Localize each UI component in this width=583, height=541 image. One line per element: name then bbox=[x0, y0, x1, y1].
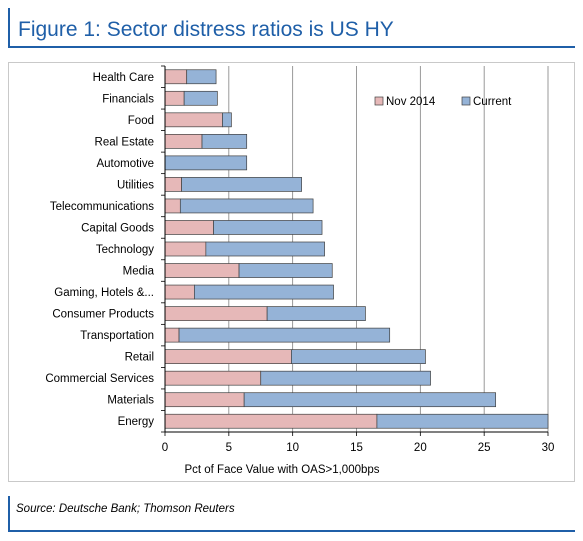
bar-nov2014 bbox=[164, 306, 268, 321]
bar-nov2014 bbox=[164, 263, 240, 278]
x-tick-label: 30 bbox=[542, 442, 555, 454]
bar-current bbox=[266, 306, 366, 321]
bar-current bbox=[183, 90, 218, 106]
bar-current bbox=[291, 349, 426, 364]
bar-current bbox=[201, 134, 248, 149]
bar-nov2014 bbox=[164, 284, 195, 300]
category-label: Utilities bbox=[117, 179, 154, 191]
source-panel: Source: Deutsche Bank; Thomson Reuters bbox=[8, 496, 575, 532]
x-axis-label: Pct of Face Value with OAS>1,000bps bbox=[184, 464, 379, 476]
bar-nov2014 bbox=[164, 134, 203, 149]
category-label: Health Care bbox=[93, 72, 154, 84]
bar-current bbox=[222, 112, 232, 128]
x-tick-label: 20 bbox=[414, 442, 427, 454]
category-labels: Health Care Financials Food Real Estate Auto… bbox=[45, 72, 154, 428]
category-label: Technology bbox=[96, 244, 154, 256]
bar-current bbox=[179, 198, 314, 214]
x-tick-label: 0 bbox=[162, 442, 168, 454]
bar-nov2014 bbox=[164, 370, 262, 386]
bar-nov2014 bbox=[164, 327, 180, 343]
category-label: Energy bbox=[118, 416, 155, 428]
bar-nov2014 bbox=[164, 413, 378, 429]
category-label: Gaming, Hotels &... bbox=[54, 287, 154, 299]
bar-nov2014 bbox=[164, 177, 182, 192]
x-tick-label: 5 bbox=[226, 442, 232, 454]
chart-frame bbox=[8, 62, 575, 482]
bar-nov2014 bbox=[164, 241, 207, 257]
category-label: Media bbox=[123, 266, 155, 278]
bar-current bbox=[243, 392, 497, 408]
category-label: Real Estate bbox=[95, 136, 154, 148]
category-label: Transportation bbox=[80, 330, 154, 342]
category-label: Capital Goods bbox=[81, 222, 154, 234]
bar-current bbox=[164, 155, 248, 171]
bar-current bbox=[260, 370, 431, 386]
category-label: Materials bbox=[107, 395, 154, 407]
category-label: Food bbox=[128, 115, 154, 127]
bar-nov2014 bbox=[164, 392, 245, 408]
bar-nov2014 bbox=[164, 220, 214, 235]
bar-current bbox=[213, 220, 323, 235]
category-label: Retail bbox=[125, 352, 154, 364]
bar-current bbox=[181, 177, 302, 192]
axes bbox=[161, 65, 549, 436]
x-tick-label: 10 bbox=[286, 442, 299, 454]
bar-nov2014 bbox=[164, 69, 188, 85]
bar-nov2014 bbox=[164, 112, 223, 128]
figure-title: Figure 1: Sector distress ratios is US H… bbox=[18, 18, 394, 41]
x-tick-label: 15 bbox=[350, 442, 363, 454]
x-tick-labels: 0 5 10 15 20 25 30 bbox=[162, 442, 555, 454]
bar-nov2014 bbox=[164, 90, 185, 106]
bar-current bbox=[186, 69, 217, 85]
category-label: Telecommunications bbox=[50, 201, 154, 213]
category-label: Financials bbox=[102, 93, 154, 105]
bar-nov2014 bbox=[164, 349, 292, 364]
category-label: Consumer Products bbox=[52, 309, 154, 321]
legend-label-current: Current bbox=[473, 96, 512, 108]
legend: Nov 2014 Current bbox=[374, 96, 512, 108]
legend-swatch-nov2014 bbox=[374, 96, 384, 106]
legend-label-nov2014: Nov 2014 bbox=[386, 96, 436, 108]
bar-nov2014 bbox=[164, 198, 181, 214]
bar-current bbox=[178, 327, 391, 343]
bar-current bbox=[205, 241, 325, 257]
category-label: Commercial Services bbox=[45, 373, 154, 385]
bar-current bbox=[376, 413, 549, 429]
bar-current bbox=[194, 284, 334, 300]
legend-swatch-current bbox=[461, 96, 471, 106]
category-label: Automotive bbox=[96, 158, 154, 170]
bars bbox=[164, 69, 549, 429]
bar-current bbox=[238, 263, 333, 278]
x-tick-label: 25 bbox=[478, 442, 491, 454]
source-note: Source: Deutsche Bank; Thomson Reuters bbox=[16, 503, 235, 515]
title-panel: Figure 1: Sector distress ratios is US H… bbox=[8, 8, 575, 48]
